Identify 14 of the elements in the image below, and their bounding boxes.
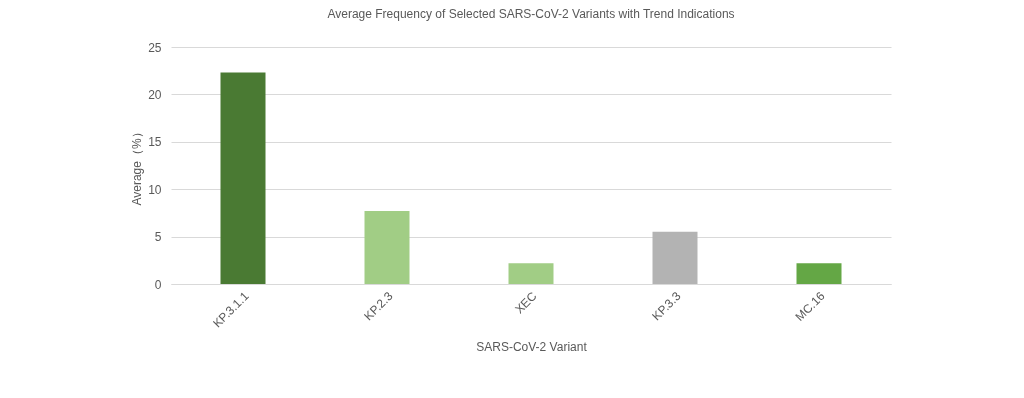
bar: [220, 72, 266, 284]
y-tick-label: 15: [148, 135, 162, 150]
x-axis-title: SARS-CoV-2 Variant: [476, 339, 588, 354]
bar: [652, 231, 698, 284]
bar: [796, 263, 842, 284]
y-tick-label: 0: [154, 277, 162, 292]
bar: [364, 211, 410, 284]
bar: [508, 263, 554, 284]
y-tick-label: 10: [148, 182, 162, 197]
y-tick-label: 25: [148, 40, 162, 55]
y-axis-title: Average（%）: [130, 126, 145, 206]
y-tick-label: 20: [148, 87, 162, 102]
y-tick-label: 5: [154, 230, 162, 245]
chart-title: Average Frequency of Selected SARS-CoV-2 Variants with Trend Indications: [327, 7, 735, 21]
